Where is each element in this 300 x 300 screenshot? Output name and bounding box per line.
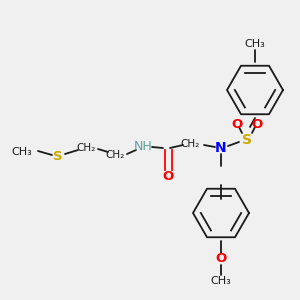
Text: O: O: [251, 118, 262, 130]
Text: O: O: [162, 169, 174, 182]
Text: CH₂: CH₂: [105, 150, 124, 160]
Text: N: N: [215, 141, 227, 155]
Text: CH₃: CH₃: [12, 147, 32, 157]
Text: CH₂: CH₂: [76, 143, 96, 153]
Text: S: S: [53, 151, 63, 164]
Text: CH₃: CH₃: [244, 39, 266, 49]
Text: O: O: [231, 118, 243, 130]
Text: O: O: [215, 253, 226, 266]
Text: S: S: [242, 133, 252, 147]
Text: NH: NH: [134, 140, 152, 154]
Text: CH₂: CH₂: [180, 139, 200, 149]
Text: CH₃: CH₃: [211, 276, 231, 286]
